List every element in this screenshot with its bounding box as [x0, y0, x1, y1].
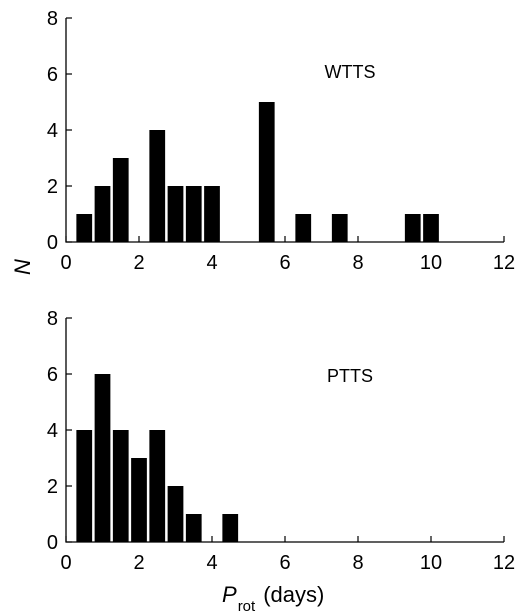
ptts-x-tick-label-5: 10	[420, 552, 442, 574]
ptts-bar-4	[149, 430, 166, 542]
ptts-panel-label: PTTS	[327, 366, 373, 386]
wtts-y-tick-label-1: 2	[47, 176, 58, 198]
wtts-x-tick-label-0: 0	[60, 252, 71, 274]
ptts-y-tick-label-1: 2	[47, 476, 58, 498]
wtts-panel: 0 2 4 6 8 10 12 0 2 4 6 8 WTTS	[47, 8, 515, 274]
wtts-bar-11	[423, 214, 439, 242]
x-axis-label-unit: (days)	[263, 582, 324, 607]
ptts-bar-0	[76, 430, 93, 542]
ptts-bar-5	[167, 486, 184, 542]
wtts-bar-7	[258, 102, 275, 242]
wtts-bar-9	[331, 214, 348, 242]
ptts-bar-6	[185, 514, 202, 542]
wtts-x-tick-label-3: 6	[279, 252, 290, 274]
wtts-y-tick-label-3: 6	[47, 64, 58, 86]
wtts-bar-8	[295, 214, 312, 242]
ptts-bar-7	[222, 514, 239, 542]
ptts-bar-1	[94, 374, 111, 542]
ptts-x-tick-label-1: 2	[133, 552, 144, 574]
wtts-bar-10	[404, 214, 421, 242]
wtts-bar-3	[149, 130, 166, 242]
wtts-y-tick-label-4: 8	[47, 8, 58, 30]
ptts-x-tick-label-4: 8	[352, 552, 363, 574]
ptts-x-tick-label-2: 4	[206, 552, 217, 574]
ptts-x-tick-label-3: 6	[279, 552, 290, 574]
x-axis-label: Prot (days)	[222, 582, 324, 615]
ptts-y-tick-label-0: 0	[47, 532, 58, 554]
wtts-x-tick-label-4: 8	[352, 252, 363, 274]
wtts-bar-1	[94, 186, 111, 242]
wtts-x-tick-label-6: 12	[493, 252, 515, 274]
ptts-x-tick-label-0: 0	[60, 552, 71, 574]
wtts-bar-6	[204, 186, 220, 242]
ptts-x-tick-label-6: 12	[493, 552, 515, 574]
x-axis-label-symbol: P	[222, 582, 237, 607]
wtts-y-tick-label-0: 0	[47, 232, 58, 254]
wtts-bar-0	[76, 214, 93, 242]
ptts-bar-2	[112, 430, 129, 542]
ptts-y-tick-label-3: 6	[47, 364, 58, 386]
wtts-bar-4	[167, 186, 184, 242]
wtts-panel-label: WTTS	[325, 62, 376, 82]
wtts-axes-frame	[65, 18, 504, 243]
ptts-y-tick-label-4: 8	[47, 308, 58, 330]
y-axis-label: N	[10, 259, 35, 275]
wtts-bar-2	[112, 158, 129, 242]
wtts-x-tick-label-1: 2	[133, 252, 144, 274]
wtts-bar-5	[185, 186, 202, 242]
wtts-x-tick-label-5: 10	[420, 252, 442, 274]
x-axis-label-subscript: rot	[238, 598, 256, 615]
wtts-y-tick-label-2: 4	[47, 120, 58, 142]
wtts-x-tick-label-2: 4	[206, 252, 217, 274]
ptts-panel: 0 2 4 6 8 10 12 0 2 4 6 8 PTTS	[47, 308, 515, 574]
ptts-bar-3	[131, 458, 147, 542]
ptts-y-tick-label-2: 4	[47, 420, 58, 442]
